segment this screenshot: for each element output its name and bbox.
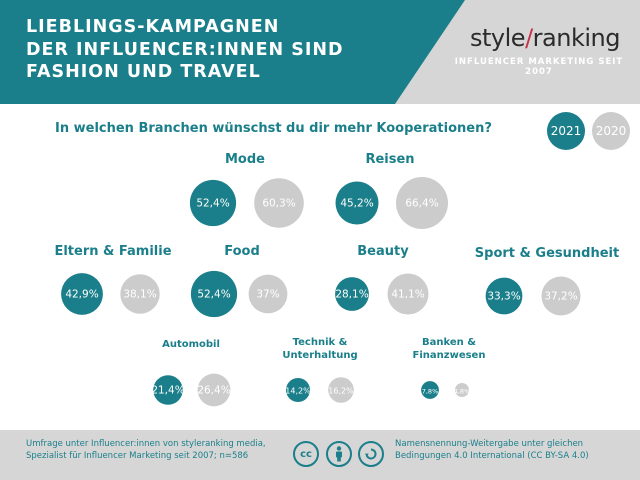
footer-license: Namensnennung-Weitergabe unter gleichen … [395,439,589,461]
bubble-2021-value: 52,4% [197,289,230,301]
bubble-2020-value: 26,4% [197,385,230,397]
bubble-2020-value: 4,8% [454,388,471,396]
bubble-2021 [286,378,310,402]
footer-bar [0,430,640,480]
bubble-2021-value: 52,4% [196,198,229,210]
bubble-2021 [335,181,379,225]
legend-2020: 2020 [592,112,630,150]
bubble-2020-value: 66,4% [405,198,438,210]
bubble-2021 [335,277,369,311]
category-label: Beauty [357,244,409,259]
bubble-2021-value: 42,9% [65,289,98,301]
bubble-2020 [455,383,469,397]
bubble-2020 [248,274,288,314]
bubble-2021-value: 45,2% [340,198,373,210]
brand-left: style [470,24,526,52]
brand-logo: style/ranking [470,24,620,52]
category-label: Mode [225,152,265,167]
bubble-2020-value: 37% [256,289,279,301]
bubble-2020 [387,273,429,315]
bubble-2020-value: 38,1% [123,289,156,301]
bubble-2021 [61,273,103,315]
bubble-2020-value: 60,3% [262,198,295,210]
by-person-icon [326,441,352,467]
bubble-2021 [421,381,439,399]
bubble-2020 [328,377,354,403]
category-label: Reisen [365,152,414,167]
bubble-2020-value: 16,2% [328,387,354,396]
category-label: Banken & Finanzwesen [413,337,486,361]
footer-source: Umfrage unter Influencer:innen von style… [26,439,266,461]
survey-question: In welchen Branchen wünschst du dir mehr… [55,121,492,136]
bubble-2021 [190,270,238,318]
cc-icon: cc [293,441,319,467]
bubble-2021 [189,179,237,227]
category-label: Eltern & Familie [54,244,171,259]
brand-right: ranking [532,24,621,52]
brand-slash: / [525,24,533,52]
bubble-2020 [254,178,304,228]
category-label: Food [224,244,260,259]
bubble-2021-value: 28,1% [335,289,368,301]
bubble-2020-value: 41,1% [391,289,424,301]
category-label: Sport & Gesundheit [475,246,619,261]
bubble-2021 [153,375,183,405]
bubble-2020 [396,177,448,229]
bubble-chart: Mode 52,4% 60,3% Reisen 45,2% 66,4% Eltern & F… [54,152,619,407]
bubble-2020 [197,373,231,407]
bubble-2020 [541,276,581,316]
bubble-2020-value: 37,2% [544,291,577,303]
bubble-2021-value: 33,3% [487,291,520,303]
bubble-2021-value: 7,8% [422,388,439,396]
bubble-2021-value: 14,2% [285,387,311,396]
legend-2021: 2021 [547,112,585,150]
sa-icon [358,441,384,467]
brand-tagline: INFLUENCER MARKETING SEIT 2007 [454,57,624,77]
category-label: Automobil [162,339,220,350]
page-title: LIEBLINGS-KAMPAGNEN DER INFLUENCER:INNEN… [26,17,344,82]
bubble-2021-value: 21,4% [151,385,184,397]
bubble-2021 [485,277,523,315]
category-label: Technik & Unterhaltung [282,337,357,361]
bubble-2020 [120,274,160,314]
